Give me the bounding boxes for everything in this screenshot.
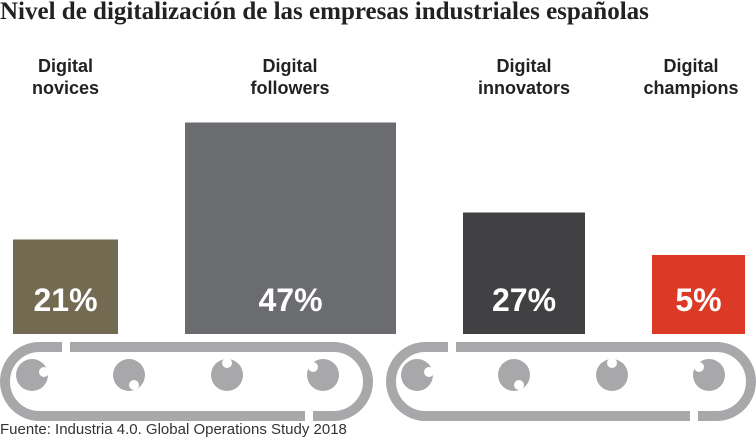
bar xyxy=(185,122,396,334)
category-label-innovators: Digital innovators xyxy=(477,56,570,98)
wheel-notch xyxy=(222,358,232,368)
wheel-notch xyxy=(39,367,49,377)
category-label-novices: Digital novices xyxy=(31,56,100,98)
bar xyxy=(13,239,118,334)
conveyor-belt xyxy=(386,342,756,421)
wheel-notch xyxy=(607,358,617,368)
source-note: Fuente: Industria 4.0. Global Operations… xyxy=(0,421,347,438)
conveyor-wheel xyxy=(498,359,530,391)
wheel-notch xyxy=(694,362,704,372)
chart-title: Nivel de digitalización de las empresas … xyxy=(0,0,649,25)
belt-gap xyxy=(690,409,698,423)
wheel-notch xyxy=(308,362,318,372)
conveyor-wheel xyxy=(401,359,433,391)
category-label-champions: Digital champions xyxy=(643,56,739,98)
wheel-notch xyxy=(514,380,524,390)
conveyor-belt xyxy=(0,342,373,421)
wheel-notch xyxy=(424,367,434,377)
belt-gap xyxy=(62,340,70,354)
category-label-followers: Digital followers xyxy=(250,56,330,98)
bar xyxy=(652,255,745,334)
conveyor-wheel xyxy=(596,359,628,391)
bar-value-label: 21% xyxy=(33,282,97,318)
bar xyxy=(463,212,585,334)
belt-gap xyxy=(448,340,456,354)
bar-value-label: 5% xyxy=(675,282,721,318)
bar-value-label: 27% xyxy=(492,282,556,318)
bar-value-label: 47% xyxy=(258,282,322,318)
wheel-notch xyxy=(129,380,139,390)
conveyor-wheel xyxy=(16,359,48,391)
conveyor-wheel xyxy=(211,359,243,391)
conveyor-wheel xyxy=(113,359,145,391)
belt-gap xyxy=(305,409,313,423)
